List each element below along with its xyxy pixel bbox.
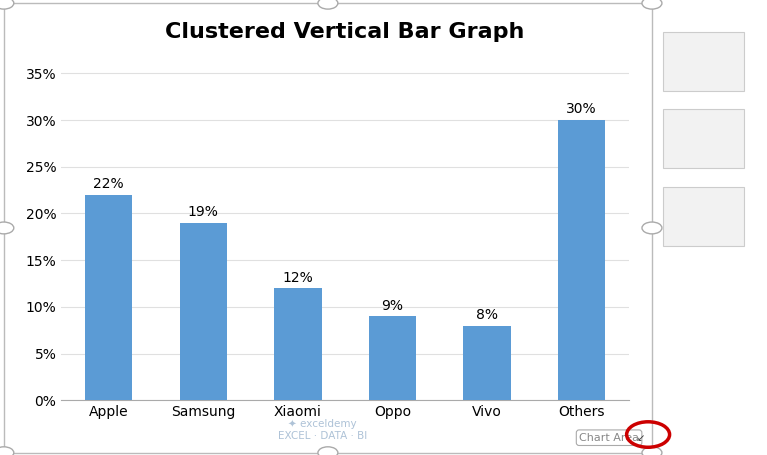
Text: 9%: 9% xyxy=(381,298,403,313)
Text: ✦ exceldemy
EXCEL · DATA · BI: ✦ exceldemy EXCEL · DATA · BI xyxy=(278,419,367,441)
Bar xyxy=(463,326,511,400)
Text: 22%: 22% xyxy=(94,177,124,191)
Text: 30%: 30% xyxy=(566,102,597,116)
Text: 8%: 8% xyxy=(476,308,498,322)
Bar xyxy=(179,223,227,400)
Bar xyxy=(558,120,605,400)
Text: ↙: ↙ xyxy=(637,433,644,443)
Bar xyxy=(369,316,416,400)
Bar xyxy=(85,195,133,400)
Text: 12%: 12% xyxy=(282,271,313,284)
Polygon shape xyxy=(684,141,707,157)
Text: 19%: 19% xyxy=(188,205,219,219)
Bar xyxy=(275,288,321,400)
Text: Chart Area: Chart Area xyxy=(579,433,639,443)
Title: Clustered Vertical Bar Graph: Clustered Vertical Bar Graph xyxy=(166,22,525,42)
